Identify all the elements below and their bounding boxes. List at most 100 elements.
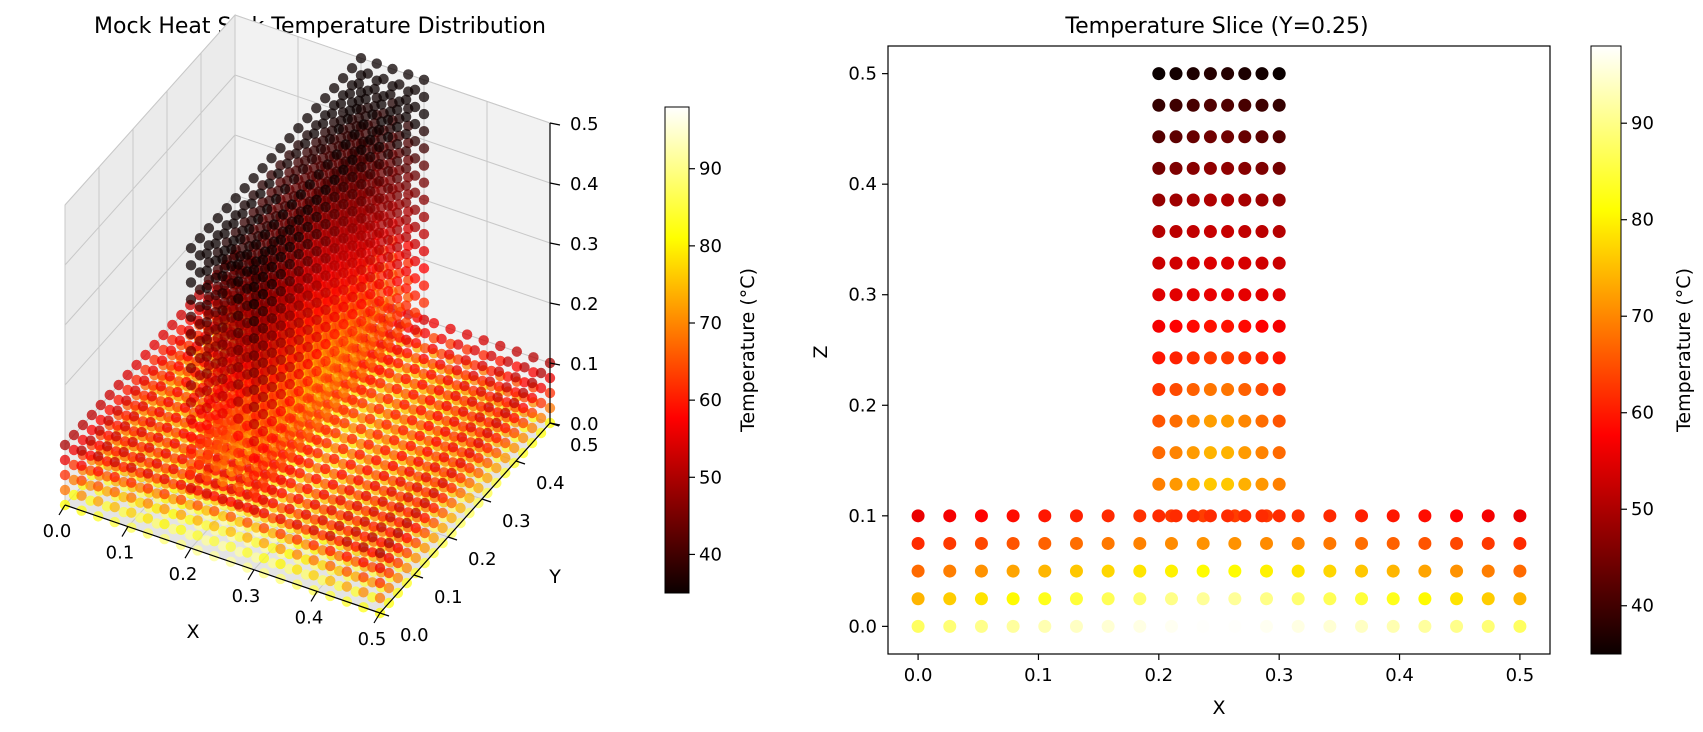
scatter3d-point <box>338 233 349 244</box>
scatter3d-point <box>300 509 312 520</box>
scatter3d-point <box>447 457 459 468</box>
scatter3d-point <box>535 382 547 394</box>
slice-point <box>1255 161 1269 175</box>
scatter3d-point <box>528 352 539 363</box>
scatter3d-point <box>335 495 346 506</box>
colorbar-slice-tick-label: 60 <box>1631 403 1654 424</box>
slice-point <box>1323 592 1337 606</box>
scatter3d-point <box>374 347 385 358</box>
scatter3d-point <box>257 306 269 317</box>
scatter3d-point <box>308 555 319 566</box>
scatter3d-point <box>174 335 186 346</box>
scatter3d-point <box>419 512 430 524</box>
scatter3d-point <box>299 138 311 149</box>
scatter3d-point <box>233 293 244 304</box>
slice-point <box>1196 536 1210 550</box>
scatter3d-point <box>391 224 403 235</box>
slice-point <box>1513 564 1527 578</box>
scatter3d-point <box>159 503 170 515</box>
slice-point <box>1152 225 1166 239</box>
scatter3d-point <box>159 473 170 485</box>
slice-point <box>1291 564 1305 578</box>
slice-point <box>1221 414 1235 428</box>
scatter3d-point <box>275 457 287 468</box>
scatter3d-point <box>95 399 106 411</box>
slice-point <box>1169 225 1183 239</box>
scatter3d-point <box>210 238 221 249</box>
scatter3d-point <box>342 525 354 537</box>
slice-point <box>1255 98 1269 112</box>
scatter3d-point <box>126 492 137 503</box>
scatter3d-point <box>386 486 397 497</box>
scatter3d-point <box>217 510 229 522</box>
scatter3d-point <box>221 203 232 214</box>
scatter3d-point <box>331 149 342 160</box>
slice-point <box>911 564 925 578</box>
scatter3d-point <box>320 356 331 367</box>
scatter3d-point <box>442 390 454 401</box>
scatter3d-point <box>440 441 451 452</box>
scatter3d-point <box>201 282 212 294</box>
scatter3d-point <box>194 233 206 244</box>
scatter3d-point <box>131 374 142 386</box>
scatter3d-point <box>257 460 269 471</box>
scatter3d-point <box>365 220 376 231</box>
scatter3d-point <box>68 444 80 456</box>
scatter3d-point <box>401 547 413 559</box>
slice-point <box>1152 161 1166 175</box>
scatter3d-point <box>293 300 304 311</box>
scatter3d-point <box>350 586 361 597</box>
scatter3d-point <box>362 465 373 476</box>
scatter3d-point <box>409 256 421 267</box>
slice-point <box>1196 619 1210 633</box>
scatter3d-point <box>320 236 331 247</box>
scatter3d-point <box>250 239 262 250</box>
scatter3d-point <box>341 566 353 577</box>
slice-point <box>1169 288 1183 302</box>
slice-point <box>1169 509 1183 523</box>
scatter3d-point <box>391 327 403 338</box>
scatter3d-point <box>275 337 287 348</box>
slice-point <box>974 564 988 578</box>
scatter3d-point <box>217 525 229 537</box>
scatter3d-point <box>248 367 260 378</box>
scatter3d-point <box>258 508 270 519</box>
scatter3d-point <box>101 486 113 497</box>
scatter3d-point <box>365 323 376 334</box>
scatter3d-point <box>438 467 450 478</box>
scatter3d-point <box>257 374 269 385</box>
scatter3d-point <box>340 139 351 150</box>
slice-point <box>1255 446 1269 460</box>
scatter3d-point <box>185 397 197 408</box>
slice-point <box>1186 98 1200 112</box>
scatter3d-point <box>392 557 404 569</box>
scatter3d-point <box>401 363 413 374</box>
scatter3d-point <box>253 213 264 225</box>
slice-point <box>1386 619 1400 633</box>
slice-point <box>1272 319 1286 333</box>
scatter3d-point <box>392 527 404 539</box>
slice-point <box>1513 619 1527 633</box>
slice-point <box>1196 592 1210 606</box>
scatter3d-point <box>500 407 511 419</box>
scatter3d-point <box>468 385 479 397</box>
scatter3d-point <box>397 440 409 451</box>
slice-point <box>1272 98 1286 112</box>
scatter3d-point <box>362 480 373 491</box>
scatter3d-point <box>410 338 422 349</box>
scatter3d-point <box>482 427 493 439</box>
scatter3d-point <box>329 453 340 465</box>
scatter3d-point <box>387 475 399 487</box>
scatter3d-point <box>101 441 113 452</box>
slice-point <box>1238 288 1252 302</box>
scatter3d-point <box>329 191 340 203</box>
slice-point <box>911 592 925 606</box>
scatter3d-point <box>483 402 494 413</box>
scatter3d-point <box>118 491 129 503</box>
scatter3d-point <box>420 472 432 483</box>
slice-point <box>1221 193 1235 207</box>
scatter3d-point <box>85 480 96 491</box>
scatter3d-point <box>168 523 179 535</box>
scatter3d-point <box>400 197 412 208</box>
scatter3d-point <box>284 430 295 441</box>
